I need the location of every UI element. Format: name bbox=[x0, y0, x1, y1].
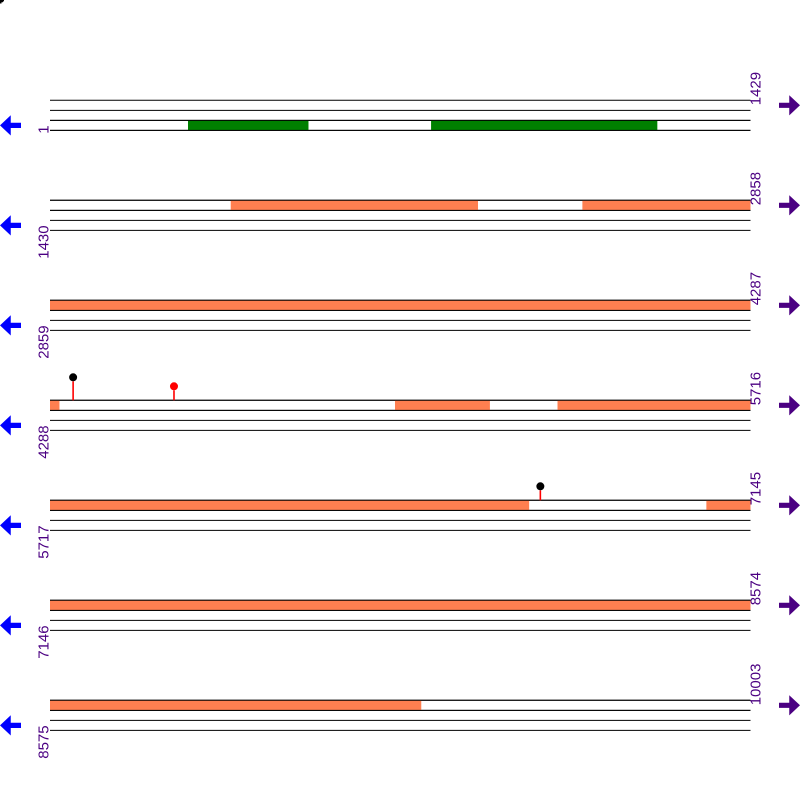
svg-text:2858: 2858 bbox=[748, 172, 765, 205]
svg-text:4287: 4287 bbox=[748, 272, 765, 305]
svg-text:8574: 8574 bbox=[748, 572, 765, 605]
svg-text:5717: 5717 bbox=[36, 525, 53, 558]
svg-text:4288: 4288 bbox=[36, 425, 53, 458]
svg-text:10003: 10003 bbox=[748, 664, 765, 706]
svg-text:1429: 1429 bbox=[748, 72, 765, 105]
svg-text:8575: 8575 bbox=[36, 725, 53, 758]
svg-text:2859: 2859 bbox=[36, 325, 53, 358]
svg-text:7146: 7146 bbox=[36, 625, 53, 658]
svg-text:7145: 7145 bbox=[748, 472, 765, 505]
svg-text:1: 1 bbox=[36, 125, 53, 133]
svg-text:5716: 5716 bbox=[748, 372, 765, 405]
svg-text:1430: 1430 bbox=[36, 225, 53, 258]
